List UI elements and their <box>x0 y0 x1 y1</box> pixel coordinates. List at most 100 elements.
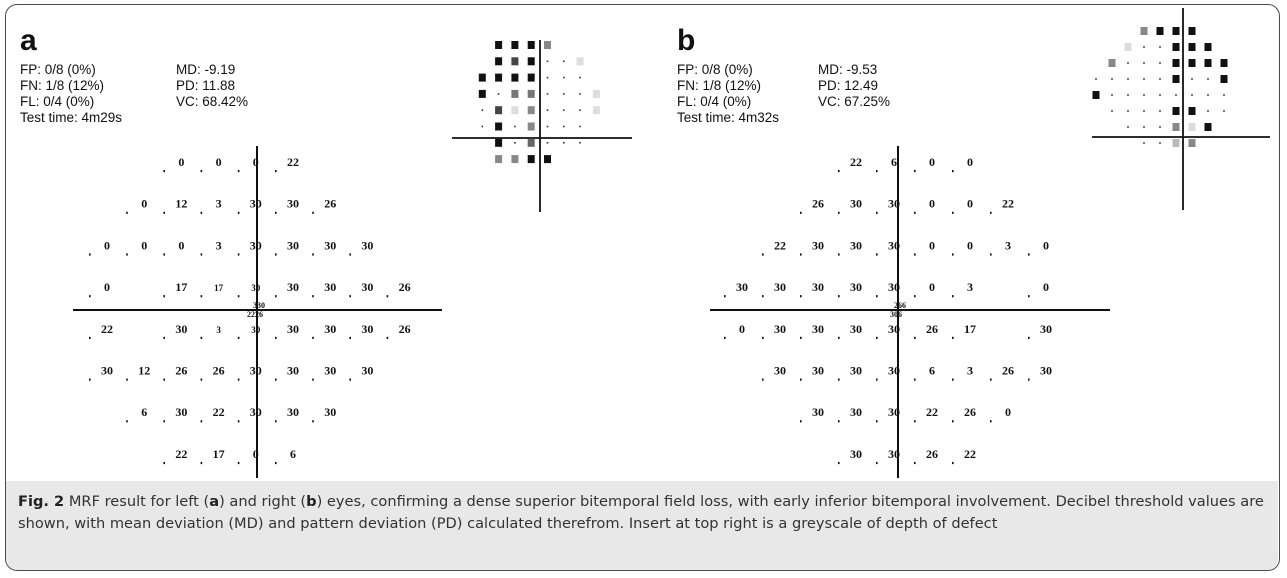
insert-b-dot <box>1159 46 1161 48</box>
panel-b-tick <box>876 295 878 298</box>
insert-b-dot <box>1143 46 1145 48</box>
panel-b-center-label: 266 <box>894 301 906 310</box>
panel-b-threshold-value: 30 <box>850 238 862 252</box>
panel-b-threshold-value: 26 <box>926 322 938 336</box>
panel-a-tick <box>237 295 240 298</box>
insert-a-square <box>495 57 503 66</box>
panel-a-tick <box>89 336 91 339</box>
panel-b-tick <box>952 170 954 173</box>
insert-b-dot <box>1223 110 1225 112</box>
insert-b-square <box>1204 123 1212 131</box>
panel-b-threshold-value: 30 <box>812 280 824 294</box>
panel-b-tick <box>762 378 764 381</box>
panel-a-threshold-value: 26 <box>399 280 411 294</box>
panel-b-threshold-value: 30 <box>774 322 786 336</box>
insert-b-dot <box>1207 94 1209 96</box>
caption-text-1: MRF result for left ( <box>64 493 210 510</box>
panel-b-threshold-value: 30 <box>888 364 900 378</box>
panel-a-threshold-value: 17 <box>214 283 224 293</box>
panel-a-threshold-value: 22 <box>175 447 187 461</box>
insert-a-square <box>511 57 519 66</box>
caption-fig-label: Fig. 2 <box>18 493 65 510</box>
panel-a-tick <box>386 336 389 339</box>
panel-a-tick <box>200 420 203 423</box>
panel-b-threshold-value: 30 <box>1040 322 1052 336</box>
insert-b-square <box>1092 91 1100 99</box>
insert-b-dot <box>1223 94 1225 96</box>
panel-a-threshold-value: 30 <box>361 364 373 378</box>
panel-a-tick <box>312 211 314 214</box>
panel-a-tick <box>237 461 240 465</box>
panel-a-tick <box>89 253 91 256</box>
insert-b-square <box>1220 75 1228 83</box>
panel-a-threshold-value: 0 <box>141 238 147 252</box>
panel-a-tick <box>312 336 314 339</box>
panel-b-tick <box>838 170 840 173</box>
panel-b-threshold-value: 0 <box>929 155 935 169</box>
panel-a-fp: FP: 0/8 (0%) <box>20 62 96 77</box>
insert-a-dot <box>563 76 565 79</box>
panel-b-threshold-value: 30 <box>812 364 824 378</box>
panel-b-threshold-value: 30 <box>850 280 862 294</box>
panel-a-tick <box>200 253 203 256</box>
panel-b-threshold-value: 30 <box>1040 364 1052 378</box>
insert-b-dot <box>1207 110 1209 112</box>
insert-b-square <box>1220 59 1228 67</box>
insert-a-dot <box>579 93 581 95</box>
panel-a-threshold-value: 30 <box>361 322 373 336</box>
insert-b-square <box>1108 59 1116 67</box>
insert-b-dot <box>1127 94 1129 96</box>
panel-b-tick <box>876 211 878 214</box>
panel-a-threshold-value: 30 <box>324 364 336 378</box>
insert-b-dot <box>1143 78 1145 80</box>
panel-a-tick <box>163 253 165 256</box>
insert-b-dot <box>1159 142 1161 144</box>
insert-a-square <box>511 106 519 115</box>
insert-b-dot <box>1143 62 1145 64</box>
insert-b-dot <box>1207 78 1209 80</box>
insert-b-square <box>1188 139 1196 147</box>
insert-b-square <box>1172 139 1180 147</box>
insert-b-square <box>1204 59 1212 67</box>
insert-a-square <box>511 89 519 98</box>
panel-b-tick <box>838 461 840 465</box>
panel-a-threshold-value: 30 <box>287 322 299 336</box>
panel-a-tick <box>200 170 203 173</box>
panel-a-threshold-value: 6 <box>141 405 147 419</box>
panel-a-test-time: Test time: 4m29s <box>20 110 123 125</box>
panel-b-fp: FP: 0/8 (0%) <box>677 62 753 77</box>
panel-a-threshold-value: 30 <box>250 238 262 252</box>
insert-a-square <box>527 155 535 164</box>
panel-b-threshold-value: 30 <box>850 322 862 336</box>
panel-b-tick <box>876 378 878 381</box>
insert-a-dot <box>546 142 549 144</box>
caption-b: b <box>306 493 317 510</box>
insert-a-square <box>527 89 535 98</box>
caption-a: a <box>209 493 220 510</box>
insert-a-square <box>511 41 519 49</box>
panel-b-tick <box>914 420 916 423</box>
panel-a-tick <box>237 253 240 256</box>
panel-b-tick <box>800 420 802 423</box>
insert-a-dot <box>563 93 565 95</box>
insert-b-dot <box>1143 142 1145 144</box>
panel-b-threshold-value: 30 <box>812 405 824 419</box>
panel-b-threshold-value: 30 <box>888 238 900 252</box>
panel-b-tick <box>876 461 878 465</box>
panel-a-tick <box>312 420 314 423</box>
panel-a-threshold-value: 30 <box>324 238 336 252</box>
panel-a-tick <box>237 378 240 381</box>
panel-b-pd: PD: 12.49 <box>818 78 879 93</box>
panel-a-tick <box>275 170 277 173</box>
panel-b-threshold-value: 30 <box>850 364 862 378</box>
panel-b-tick <box>876 420 878 423</box>
panel-a-threshold-value: 0 <box>178 238 184 252</box>
insert-b-dot <box>1159 126 1161 128</box>
panel-b-tick <box>876 170 878 173</box>
figure-caption: Fig. 2 MRF result for left (a) and right… <box>18 491 1268 535</box>
insert-a-dot <box>497 93 500 95</box>
panel-a-label: a <box>20 24 37 57</box>
insert-a-square <box>478 89 486 98</box>
panel-b-tick <box>952 461 954 465</box>
panel-b-tick <box>800 211 802 214</box>
